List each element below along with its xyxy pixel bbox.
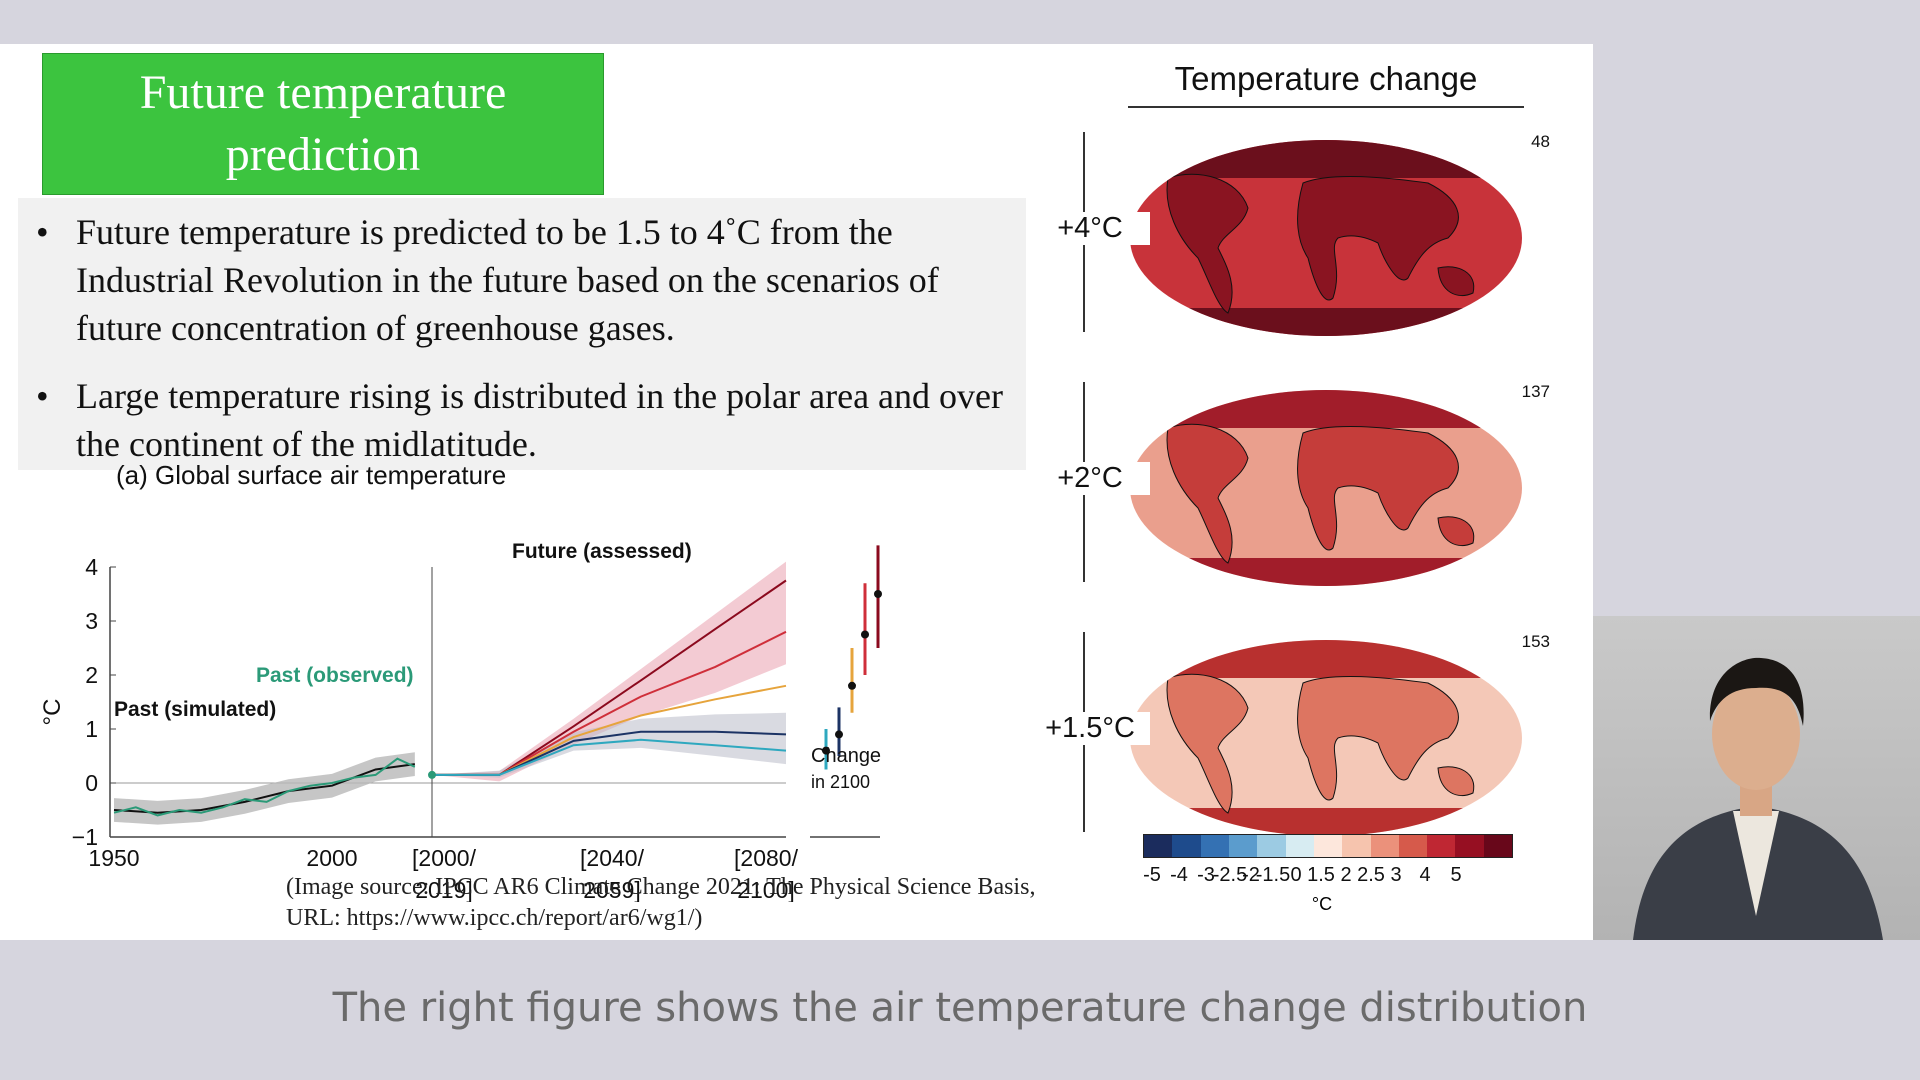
colorbar-label: -1.5 — [1255, 864, 1291, 886]
x-tick-label: [2040/ — [580, 845, 645, 871]
colorbar-label: 3 — [1390, 864, 1402, 886]
source-line-1: (Image source: IPCC AR6 Climate Change 2… — [286, 874, 1036, 900]
x-tick-label: 2059] — [583, 877, 641, 902]
colorbar-swatch — [1427, 835, 1456, 857]
colorbar-swatches — [1143, 834, 1513, 858]
model-count: 48 — [1531, 132, 1550, 151]
x-tick-label: 2019] — [415, 877, 473, 902]
model-count: 153 — [1521, 632, 1550, 651]
y-tick-label: 1 — [85, 716, 98, 742]
world-map-icon — [1130, 140, 1522, 336]
bullet-dot: • — [36, 376, 49, 416]
bullet-item: • Large temperature rising is distribute… — [30, 372, 1020, 468]
high-scenario-band — [432, 561, 786, 782]
change-median-dot — [822, 746, 830, 755]
presenter-video — [1593, 616, 1920, 940]
presenter-figure-icon — [1633, 657, 1883, 940]
bullet-list: • Future temperature is predicted to be … — [18, 198, 1026, 470]
presentation-slide: Future temperature prediction • Future t… — [0, 44, 1593, 940]
temperature-maps-panel: Temperature change +4°C 48 +2°C 137 +1.5°C 15… — [1030, 50, 1570, 940]
bullet-item: • Future temperature is predicted to be … — [30, 208, 1020, 352]
colorbar-swatch — [1144, 835, 1173, 857]
source-line-2: URL: https://www.ipcc.ch/report/ar6/wg1/… — [286, 905, 703, 931]
colorbar-label: 1.5 — [1307, 864, 1335, 886]
annotation-observed: Past (observed) — [256, 664, 414, 687]
map-row: +1.5°C 153 — [1030, 632, 1570, 842]
colorbar-labels: -5 -4 -3 -2.5 -2 -1.5 0 1.5 2 2.5 3 4 5 — [1143, 864, 1513, 892]
colorbar-label: 2.5 — [1357, 864, 1385, 886]
colorbar-label: -5 — [1143, 864, 1161, 886]
colorbar-label: -4 — [1170, 864, 1188, 886]
annotation-simulated: Past (simulated) — [114, 698, 276, 721]
colorbar-swatch — [1285, 835, 1314, 857]
observed-line — [113, 757, 416, 817]
change-median-dot — [835, 730, 843, 739]
colorbar-label: -2.5 — [1212, 864, 1248, 886]
change-label: Change in 2100 — [811, 745, 887, 792]
chart-title: (a) Global surface air temperature — [116, 462, 506, 490]
colorbar-swatch — [1313, 835, 1343, 857]
colorbar-swatch — [1172, 835, 1201, 857]
change-median-dot — [848, 681, 856, 690]
colorbar-swatch — [1455, 835, 1484, 857]
y-tick-label: 2 — [85, 662, 98, 688]
x-tick-label: 1950 — [88, 845, 139, 871]
slide-title: Future temperature prediction — [42, 53, 604, 195]
colorbar-swatch — [1398, 835, 1428, 857]
colorbar-swatch — [1257, 835, 1286, 857]
x-tick-label: [2000/ — [412, 845, 477, 871]
model-count: 137 — [1521, 382, 1550, 401]
colorbar-label: -2 — [1242, 864, 1260, 886]
colorbar-label: 4 — [1419, 864, 1431, 886]
colorbar-label: 0 — [1290, 864, 1302, 886]
y-tick-label: 3 — [85, 608, 98, 634]
bullet-dot: • — [36, 212, 49, 252]
slide-title-line-1: Future temperature — [139, 66, 507, 119]
colorbar: -5 -4 -3 -2.5 -2 -1.5 0 1.5 2 2.5 3 4 5 °C — [1143, 834, 1513, 915]
video-caption: The right figure shows the air temperatu… — [332, 985, 1588, 1031]
y-tick-label: 4 — [85, 554, 98, 580]
colorbar-swatch — [1342, 835, 1371, 857]
map-row: +4°C 48 — [1030, 132, 1570, 342]
warming-level-label: +4°C — [1030, 212, 1150, 245]
colorbar-unit: °C — [1311, 894, 1333, 914]
x-tick-label: 2000 — [306, 845, 357, 871]
colorbar-swatch — [1483, 835, 1513, 857]
slide-title-line-2: prediction — [225, 128, 421, 181]
colorbar-label: 5 — [1450, 864, 1462, 886]
colorbar-swatch — [1200, 835, 1229, 857]
change-label-line-2: in 2100 — [811, 772, 870, 792]
warming-level-label: +1.5°C — [1030, 712, 1150, 745]
colorbar-label: 2 — [1340, 864, 1352, 886]
maps-title-rule — [1128, 106, 1524, 108]
colorbar-swatch — [1370, 835, 1399, 857]
scenario-line-5 — [432, 738, 787, 776]
y-tick-label: 0 — [85, 770, 98, 796]
x-tick-label: 2100] — [737, 877, 795, 902]
image-source-note: (Image source: IPCC AR6 Climate Change 2… — [286, 872, 1035, 934]
colorbar-label: -3 — [1197, 864, 1215, 886]
temperature-chart-svg: (a) Global surface air temperature °C −1… — [39, 460, 887, 903]
change-label-line-1: Change — [811, 745, 881, 767]
world-map-icon — [1130, 390, 1522, 586]
x-tick-label: [2080/ — [734, 845, 799, 871]
colorbar-swatch — [1228, 835, 1258, 857]
simulated-line — [113, 763, 415, 814]
warming-level-label: +2°C — [1030, 462, 1150, 495]
chart-ylabel: °C — [39, 699, 66, 726]
simulated-band — [114, 752, 415, 825]
y-tick-label: −1 — [72, 824, 98, 850]
change-median-dot — [874, 590, 882, 598]
observed-endpoint — [428, 770, 436, 779]
change-median-dot — [861, 630, 869, 639]
temperature-chart: (a) Global surface air temperature °C −1… — [30, 460, 910, 903]
world-map-icon — [1130, 640, 1522, 836]
annotation-future: Future (assessed) — [512, 540, 692, 563]
maps-title: Temperature change — [1174, 60, 1478, 97]
bullet-text-1: Future temperature is predicted to be 1.… — [76, 212, 939, 348]
map-row: +2°C 137 — [1030, 382, 1570, 592]
bullet-text-2: Large temperature rising is distributed … — [76, 376, 1003, 464]
